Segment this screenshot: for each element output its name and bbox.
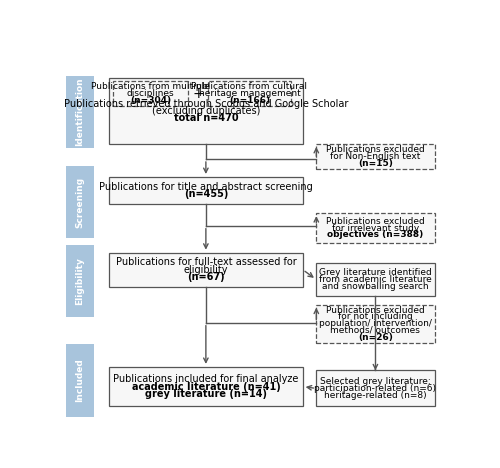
Text: Publications excluded: Publications excluded xyxy=(326,306,425,314)
FancyBboxPatch shape xyxy=(66,245,94,317)
FancyBboxPatch shape xyxy=(316,370,434,406)
FancyBboxPatch shape xyxy=(109,253,303,287)
Text: Included: Included xyxy=(76,358,84,402)
FancyBboxPatch shape xyxy=(66,344,94,417)
Text: from academic literature: from academic literature xyxy=(319,275,432,284)
Text: Grey literature identified: Grey literature identified xyxy=(319,268,432,278)
Text: heritage-related (n=8): heritage-related (n=8) xyxy=(324,391,426,400)
Text: Eligibility: Eligibility xyxy=(76,257,84,305)
Text: Selected grey literature:: Selected grey literature: xyxy=(320,377,431,386)
Text: total n=470: total n=470 xyxy=(174,113,238,124)
Text: (n=304): (n=304) xyxy=(130,96,171,105)
Text: for not including: for not including xyxy=(338,313,413,322)
Text: Publications excluded: Publications excluded xyxy=(326,145,425,154)
FancyBboxPatch shape xyxy=(316,305,434,343)
FancyBboxPatch shape xyxy=(316,263,434,296)
Text: +: + xyxy=(192,87,204,101)
Text: Screening: Screening xyxy=(76,176,84,227)
Text: Publications from multiple: Publications from multiple xyxy=(92,82,210,91)
Text: (n=15): (n=15) xyxy=(358,159,393,168)
Text: and snowballing search: and snowballing search xyxy=(322,282,428,291)
Text: Publications from cultural: Publications from cultural xyxy=(192,82,308,91)
FancyBboxPatch shape xyxy=(66,76,94,148)
Text: eligibility: eligibility xyxy=(184,265,228,275)
FancyBboxPatch shape xyxy=(316,213,434,243)
Text: (n=166): (n=166) xyxy=(229,96,270,105)
Text: population/ intervention/: population/ intervention/ xyxy=(319,319,432,328)
Text: (n=26): (n=26) xyxy=(358,333,393,342)
FancyBboxPatch shape xyxy=(66,166,94,238)
Text: (n=67): (n=67) xyxy=(187,272,224,282)
Text: academic literature (n=41): academic literature (n=41) xyxy=(132,381,280,392)
Text: grey literature (n=14): grey literature (n=14) xyxy=(145,389,267,399)
FancyBboxPatch shape xyxy=(208,81,291,106)
Text: Publications included for final analyze: Publications included for final analyze xyxy=(113,374,298,384)
FancyBboxPatch shape xyxy=(316,144,434,168)
Text: Publications retrieved through Scopus and Google Scholar: Publications retrieved through Scopus an… xyxy=(64,99,348,109)
FancyBboxPatch shape xyxy=(109,177,303,204)
FancyBboxPatch shape xyxy=(109,78,303,145)
Text: heritage management: heritage management xyxy=(198,89,300,98)
Text: Publications for title and abstract screening: Publications for title and abstract scre… xyxy=(99,182,313,192)
FancyBboxPatch shape xyxy=(113,81,188,106)
Text: participation-related (n=6): participation-related (n=6) xyxy=(314,384,436,393)
Text: Publications excluded: Publications excluded xyxy=(326,217,425,226)
Text: Identification: Identification xyxy=(76,78,84,146)
Text: disciplines: disciplines xyxy=(127,89,174,98)
Text: (excluding duplicates): (excluding duplicates) xyxy=(152,106,260,116)
Text: objectives (n=388): objectives (n=388) xyxy=(328,230,424,239)
FancyBboxPatch shape xyxy=(109,367,303,406)
Text: methods/ outcomes: methods/ outcomes xyxy=(330,326,420,335)
Text: (n=455): (n=455) xyxy=(184,189,228,199)
Text: for irrelevant study: for irrelevant study xyxy=(332,224,419,233)
Text: for Non-English text: for Non-English text xyxy=(330,152,420,161)
Text: Publications for full-text assessed for: Publications for full-text assessed for xyxy=(116,257,296,267)
